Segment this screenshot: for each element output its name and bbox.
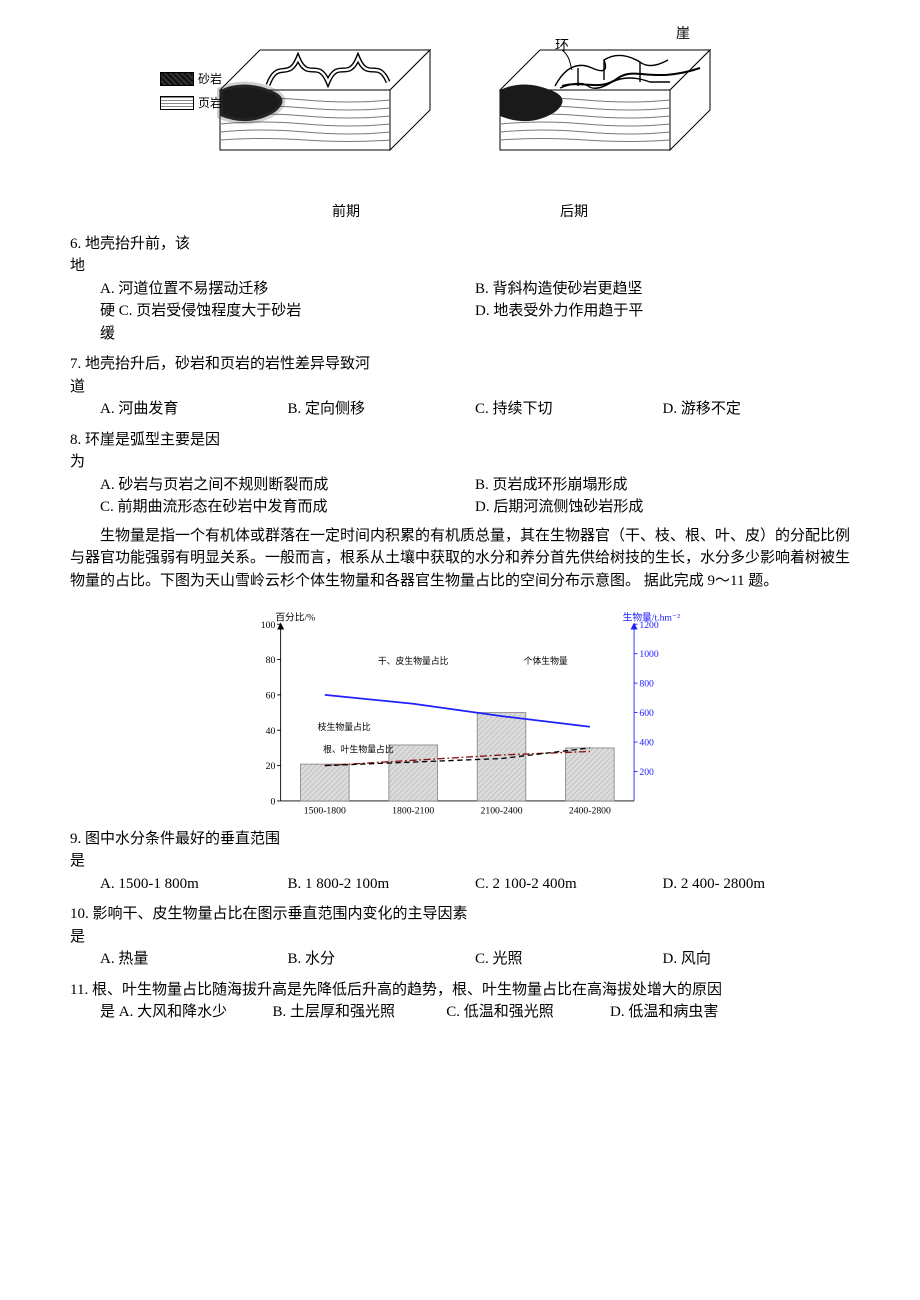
- q7-opt-a: A. 河曲发育: [100, 398, 288, 421]
- question-6: 6. 地壳抬升前，该 地 A. 河道位置不易摆动迁移 B. 背斜构造使砂岩更趋坚…: [70, 233, 850, 346]
- legend-label: 砂岩: [198, 70, 222, 88]
- svg-text:2400-2800: 2400-2800: [569, 805, 611, 816]
- q10-stem: 10. 影响干、皮生物量占比在图示垂直范围内变化的主导因素: [70, 903, 850, 926]
- q6-opt-a: A. 河道位置不易摆动迁移: [100, 278, 475, 301]
- svg-text:100: 100: [261, 620, 276, 631]
- svg-text:枝生物量占比: 枝生物量占比: [318, 721, 371, 732]
- q8-opt-c: C. 前期曲流形态在砂岩中发育而成: [100, 496, 475, 519]
- q10-opt-c: C. 光照: [475, 948, 663, 971]
- q7-opt-c: C. 持续下切: [475, 398, 663, 421]
- q6-opt-b: B. 背斜构造使砂岩更趋坚: [475, 278, 850, 301]
- svg-text:2100-2400: 2100-2400: [481, 805, 523, 816]
- q11-opt-b: B. 土层厚和强光照: [273, 1001, 443, 1024]
- q10-opt-d: D. 风向: [663, 948, 851, 971]
- legend-label: 页岩: [198, 94, 222, 112]
- svg-text:80: 80: [266, 655, 276, 666]
- swatch-sandstone: [160, 72, 194, 86]
- q8-opt-a: A. 砂岩与页岩之间不规则断裂而成: [100, 474, 475, 497]
- question-7: 7. 地壳抬升后，砂岩和页岩的岩性差异导致河 道 A. 河曲发育 B. 定向侧移…: [70, 353, 850, 421]
- q6-opt-d2: 缓: [100, 323, 475, 346]
- q7-opt-b: B. 定向侧移: [288, 398, 476, 421]
- svg-text:1000: 1000: [639, 649, 659, 660]
- q8-opt-d: D. 后期河流侧蚀砂岩形成: [475, 496, 850, 519]
- q10-stem: 是: [70, 926, 850, 949]
- svg-text:40: 40: [266, 726, 276, 737]
- q9-opt-c: C. 2 100-2 400m: [475, 873, 663, 896]
- svg-text:600: 600: [639, 708, 654, 719]
- question-8: 8. 环崖是弧型主要是因 为 A. 砂岩与页岩之间不规则断裂而成 B. 页岩成环…: [70, 429, 850, 519]
- top-diagram: 崖 环 前期 后期: [70, 20, 850, 223]
- legend: 砂岩 页岩: [160, 70, 222, 118]
- label-ring: 环: [555, 39, 569, 54]
- q9-opt-b: B. 1 800-2 100m: [288, 873, 476, 896]
- q11-line1: 11. 根、叶生物量占比随海拔升高是先降低后升高的趋势，根、叶生物量占比在高海拔…: [70, 979, 850, 1002]
- question-11: 11. 根、叶生物量占比随海拔升高是先降低后升高的趋势，根、叶生物量占比在高海拔…: [70, 979, 850, 1024]
- svg-text:400: 400: [639, 738, 654, 749]
- q7-stem: 道: [70, 376, 850, 399]
- q10-opt-a: A. 热量: [100, 948, 288, 971]
- caption-before: 前期: [332, 202, 360, 223]
- svg-text:1800-2100: 1800-2100: [392, 805, 434, 816]
- q8-stem: 为: [70, 451, 850, 474]
- caption-after: 后期: [560, 202, 588, 223]
- q9-opt-d: D. 2 400- 2800m: [663, 873, 851, 896]
- q10-opt-b: B. 水分: [288, 948, 476, 971]
- label-cliff: 崖: [676, 26, 690, 42]
- svg-text:200: 200: [639, 767, 654, 778]
- q11-opt-a: A. 大风和降水少: [119, 1001, 269, 1024]
- svg-text:0: 0: [270, 796, 275, 807]
- q6-opt-d: D. 地表受外力作用趋于平: [475, 300, 850, 323]
- svg-text:百分比/%: 百分比/%: [275, 612, 315, 624]
- svg-text:60: 60: [266, 690, 276, 701]
- svg-text:干、皮生物量占比: 干、皮生物量占比: [378, 655, 449, 666]
- svg-text:20: 20: [266, 761, 276, 772]
- biomass-chart: 02040608010020040060080010001200百分比/%生物量…: [70, 602, 850, 840]
- q11-opt-c: C. 低温和强光照: [446, 1001, 606, 1024]
- q6-stem: 6. 地壳抬升前，该: [70, 233, 850, 256]
- svg-text:根、叶生物量占比: 根、叶生物量占比: [323, 743, 394, 754]
- svg-text:800: 800: [639, 679, 654, 690]
- svg-text:生物量/t.hm⁻²: 生物量/t.hm⁻²: [623, 611, 680, 624]
- swatch-shale: [160, 96, 194, 110]
- q6-stem: 地: [70, 255, 850, 278]
- q8-stem: 8. 环崖是弧型主要是因: [70, 429, 850, 452]
- q7-stem: 7. 地壳抬升后，砂岩和页岩的岩性差异导致河: [70, 353, 850, 376]
- q9-opt-a: A. 1500-1 800m: [100, 873, 288, 896]
- q6-opt-c: 硬 C. 页岩受侵蚀程度大于砂岩: [100, 300, 475, 323]
- q11-prefix: 是: [100, 1001, 115, 1024]
- svg-text:1500-1800: 1500-1800: [304, 805, 346, 816]
- q9-stem: 是: [70, 850, 850, 873]
- question-10: 10. 影响干、皮生物量占比在图示垂直范围内变化的主导因素 是 A. 热量 B.…: [70, 903, 850, 971]
- passage-biomass: 生物量是指一个有机体或群落在一定时间内积累的有机质总量，其在生物器官（干、枝、根…: [70, 525, 850, 593]
- q11-opt-d: D. 低温和病虫害: [610, 1001, 760, 1024]
- q8-opt-b: B. 页岩成环形崩塌形成: [475, 474, 850, 497]
- svg-text:个体生物量: 个体生物量: [524, 655, 568, 666]
- q7-opt-d: D. 游移不定: [663, 398, 851, 421]
